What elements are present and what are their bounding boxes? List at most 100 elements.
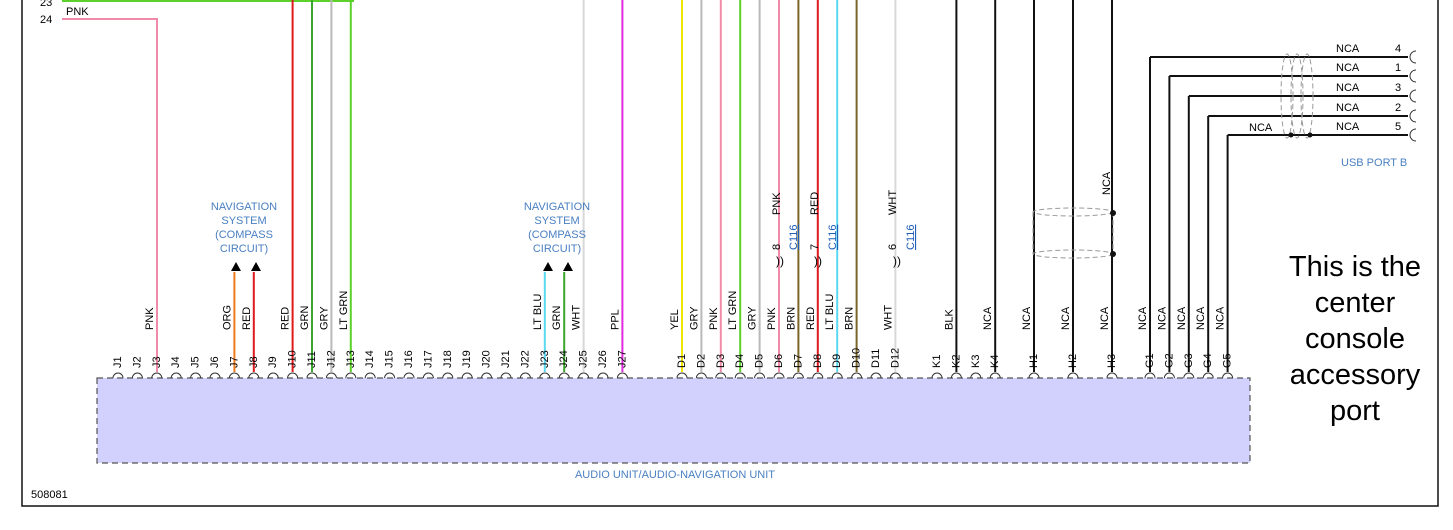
wire-color-label: GRY (688, 306, 700, 330)
wire-color-label: PPL (609, 309, 621, 330)
wire-color-label: RED (280, 307, 292, 330)
inline-connector-ref-link[interactable]: C116 (827, 225, 839, 250)
usb-port-b: NCA 4 NCA 1 NCA 3 NCA 2 NCA 5 (1150, 43, 1417, 142)
pin-socket-icon (695, 372, 707, 379)
pin-socket-icon (1028, 372, 1040, 379)
pin-id-label: D7 (792, 354, 804, 368)
pin-socket-icon (1183, 372, 1195, 379)
wire-color-label: YEL (669, 309, 681, 330)
pin-socket-icon (734, 372, 746, 379)
pin-socket-icon (403, 372, 415, 379)
splice-dot (1110, 210, 1116, 216)
pin-id-label: D2 (695, 354, 707, 368)
wire-color-label: GRY (318, 306, 330, 330)
inline-connector-d8: 7 C116 )) (809, 225, 839, 268)
pin-id-label: J15 (384, 350, 396, 368)
pin-socket-icon (773, 372, 785, 379)
wire-color-label: PNK (144, 307, 156, 330)
pin-socket-icon (170, 372, 182, 379)
pin-id-label: J20 (481, 350, 493, 368)
pin-socket-icon (715, 372, 727, 379)
pin-socket-icon (209, 372, 221, 379)
d8-upper-label: RED (809, 192, 821, 215)
pin-id-label: D4 (734, 354, 746, 368)
pin-socket-icon (481, 372, 493, 379)
note-line-1: This is the (1289, 251, 1421, 283)
audio-unit-connector (96, 377, 1251, 464)
pin-socket-icon (345, 372, 357, 379)
pin-socket-icon (950, 372, 962, 379)
pin-socket-icon (792, 372, 804, 379)
wire-color-label: GRN (551, 306, 563, 331)
pin-id-label: D1 (676, 354, 688, 368)
pin-socket-icon (539, 372, 551, 379)
pin-id-label: J22 (519, 350, 531, 368)
d6-upper-label: PNK (771, 192, 783, 215)
wire-color-label: NCA (1176, 306, 1188, 330)
pin-id-label: J4 (170, 356, 182, 368)
inline-connector-ref-link[interactable]: C116 (788, 225, 800, 250)
splice-dot (1288, 132, 1294, 138)
wire-group (233, 0, 1229, 372)
pin-id-label: J8 (248, 356, 260, 368)
wire-color-label: NCA (1195, 306, 1207, 330)
pin-id-label: D8 (812, 354, 824, 368)
pin-id-label: J2 (131, 356, 143, 368)
inline-connector-ref-link[interactable]: C116 (905, 225, 917, 250)
pin-socket-icon (364, 372, 376, 379)
pin-id-label: D12 (889, 348, 901, 368)
pin-socket-icon (578, 372, 590, 379)
usb-wire-label: NCA (1336, 82, 1360, 94)
pin-group: J1 J2 J3 PNK J4 J5 J6 J7 ORG J8 RED J9 J10 RED J11 GRN J… (112, 291, 1234, 379)
pin-id-label: G2 (1163, 353, 1175, 368)
connector-title: AUDIO UNIT/AUDIO-NAVIGATION UNIT (575, 469, 775, 481)
inline-pin-number: 8 (771, 244, 783, 250)
pin-id-label: J24 (558, 350, 570, 368)
pin-socket-icon (870, 372, 882, 379)
wire-color-label: NCA (1060, 306, 1072, 330)
pin-id-label: J14 (364, 350, 376, 368)
pin-id-label: H2 (1067, 354, 1079, 368)
pin-id-label: D3 (715, 354, 727, 368)
wire-color-label: GRN (299, 306, 311, 331)
pin-id-label: J9 (267, 356, 279, 368)
top-wire-number-24: 24 (40, 14, 52, 26)
shield-oval (1300, 53, 1314, 139)
pin-id-label: K3 (970, 355, 982, 368)
pin-id-label: H1 (1028, 354, 1040, 368)
pin-id-label: D10 (851, 348, 863, 368)
wire-color-label: LT GRN (338, 291, 350, 330)
pin-id-label: J25 (578, 350, 590, 368)
pin-id-label: H3 (1106, 354, 1118, 368)
note-line-3: console (1305, 323, 1405, 355)
usb-pin-number: 1 (1395, 62, 1401, 74)
usb-wire-label: NCA (1336, 62, 1360, 74)
usb-pin-number: 2 (1395, 102, 1401, 114)
pin-socket-icon (851, 372, 863, 379)
pin-id-label: G3 (1183, 353, 1195, 368)
inline-connector-symbol: )) (893, 254, 901, 268)
pin-socket-icon (1163, 372, 1175, 379)
pin-socket-icon (190, 372, 202, 379)
nav-label-right: NAVIGATION SYSTEM (COMPASS CIRCUIT) (524, 201, 590, 255)
nav-right-line-2: SYSTEM (534, 215, 579, 227)
wire-color-label: BRN (844, 307, 856, 330)
pin-socket-icon (1222, 372, 1234, 379)
pin-id-label: J23 (539, 350, 551, 368)
note-line-2: center (1315, 287, 1396, 319)
usb-wire-label: NCA (1336, 43, 1360, 55)
wire-color-label: GRY (747, 306, 759, 330)
nav-right-line-1: NAVIGATION (524, 201, 590, 213)
usb-pin-socket-icon (1409, 50, 1417, 64)
annotation-note: This is the center console accessory por… (1289, 251, 1421, 427)
pin-id-label: J1 (112, 356, 124, 368)
top-wire-number-23: 23 (40, 0, 52, 9)
pin-socket-icon (384, 372, 396, 379)
pin-socket-icon (831, 372, 843, 379)
wire-color-label: WHT (882, 305, 894, 330)
inline-connector-d6: 8 C116 )) (771, 225, 800, 268)
pin-id-label: J19 (461, 350, 473, 368)
pin-id-label: J17 (422, 350, 434, 368)
pin-socket-icon (228, 372, 240, 379)
